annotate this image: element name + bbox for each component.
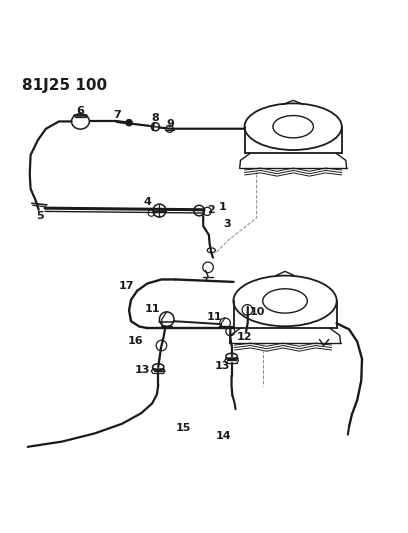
Text: 11: 11 [206,312,222,322]
Text: 14: 14 [216,431,231,441]
Text: 7: 7 [113,110,121,119]
Circle shape [126,119,132,126]
Text: 2: 2 [207,205,215,215]
Text: 13: 13 [215,361,230,371]
Text: 3: 3 [224,219,231,229]
Text: 11: 11 [145,304,160,314]
Text: 17: 17 [118,281,134,291]
Text: 8: 8 [151,113,159,123]
Text: 16: 16 [127,336,143,346]
Text: 15: 15 [176,423,191,433]
Text: 10: 10 [250,307,265,317]
Text: 81J25 100: 81J25 100 [22,78,107,93]
Text: 6: 6 [76,106,84,116]
Text: 4: 4 [143,197,151,207]
Text: 12: 12 [237,333,252,342]
Text: 5: 5 [36,211,44,221]
Text: 1: 1 [218,201,226,212]
Text: 9: 9 [167,119,175,129]
Text: 13: 13 [135,365,150,375]
